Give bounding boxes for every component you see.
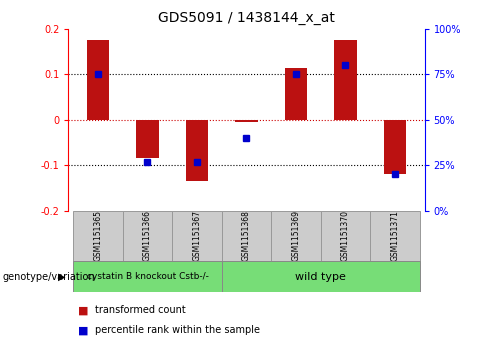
Bar <box>235 120 258 122</box>
Text: GSM1151371: GSM1151371 <box>390 211 399 261</box>
Bar <box>172 211 222 261</box>
Text: GSM1151369: GSM1151369 <box>291 211 301 261</box>
Bar <box>136 120 159 158</box>
Bar <box>271 211 321 261</box>
Bar <box>73 211 123 261</box>
Text: ■: ■ <box>78 325 89 335</box>
Bar <box>321 211 370 261</box>
Text: ■: ■ <box>78 305 89 315</box>
Text: GSM1151366: GSM1151366 <box>143 211 152 261</box>
Bar <box>222 261 420 292</box>
Text: percentile rank within the sample: percentile rank within the sample <box>95 325 260 335</box>
Title: GDS5091 / 1438144_x_at: GDS5091 / 1438144_x_at <box>158 11 335 25</box>
Bar <box>334 40 357 120</box>
Text: GSM1151370: GSM1151370 <box>341 211 350 261</box>
Text: genotype/variation: genotype/variation <box>2 272 95 282</box>
Bar <box>123 211 172 261</box>
Text: GSM1151365: GSM1151365 <box>94 211 102 261</box>
Bar <box>222 211 271 261</box>
Bar <box>73 261 222 292</box>
Text: wild type: wild type <box>295 272 346 282</box>
Bar <box>87 40 109 120</box>
Bar <box>186 120 208 181</box>
Text: transformed count: transformed count <box>95 305 186 315</box>
Bar <box>384 120 406 174</box>
Text: GSM1151367: GSM1151367 <box>192 211 202 261</box>
Bar <box>285 68 307 120</box>
Bar <box>370 211 420 261</box>
Text: cystatin B knockout Cstb-/-: cystatin B knockout Cstb-/- <box>86 272 208 281</box>
Text: GSM1151368: GSM1151368 <box>242 211 251 261</box>
Text: ▶: ▶ <box>58 272 65 282</box>
